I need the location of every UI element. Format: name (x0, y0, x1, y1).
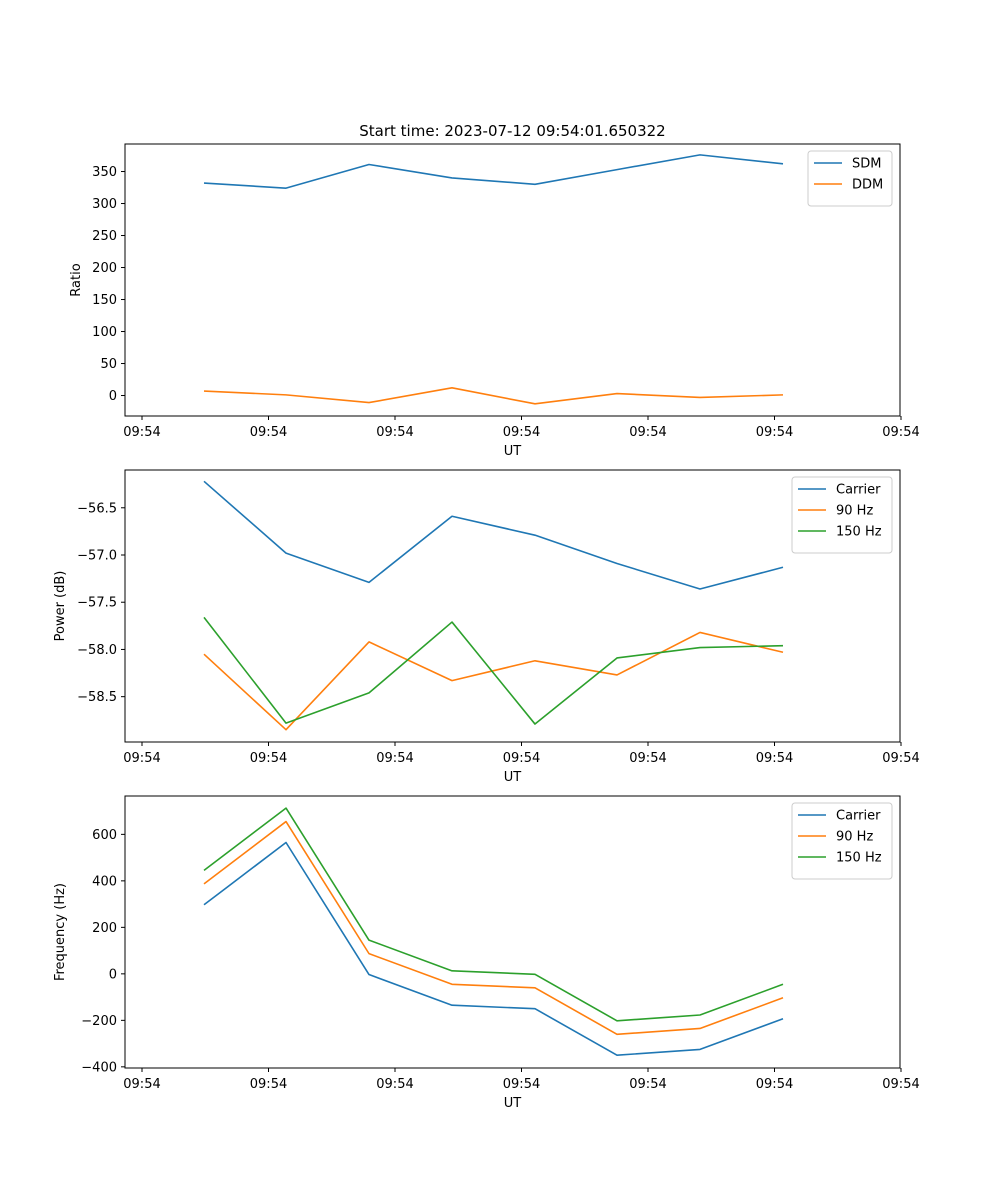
y-axis-label: Ratio (69, 263, 84, 296)
y-tick-label: 100 (92, 325, 117, 340)
series-line-ddm (203, 387, 784, 405)
series-line-carrier (203, 841, 784, 1057)
y-tick-label: −56.5 (77, 501, 117, 516)
x-tick-label: 09:54 (882, 1077, 919, 1092)
x-tick-label: 09:54 (376, 1077, 413, 1092)
x-tick-label: 09:54 (376, 751, 413, 766)
series-line-sdm (203, 154, 784, 189)
x-tick-label: 09:54 (756, 1077, 793, 1092)
legend-box (807, 150, 893, 207)
legend-label: 90 Hz (836, 504, 873, 519)
x-tick-label: 09:54 (756, 425, 793, 440)
y-tick-label: 300 (92, 197, 117, 212)
y-tick-label: −58.5 (77, 690, 117, 705)
x-tick-label: 09:54 (376, 425, 413, 440)
y-tick-label: 0 (109, 389, 117, 404)
x-tick-label: 09:54 (250, 751, 287, 766)
y-tick-label: −57.5 (77, 596, 117, 611)
legend-label: DDM (852, 178, 883, 193)
x-axis-label: UT (504, 1096, 522, 1111)
legend-label: 150 Hz (836, 851, 882, 866)
series-line-90-hz (203, 631, 784, 731)
series-line-150-hz (203, 807, 784, 1022)
y-tick-label: 200 (92, 921, 117, 936)
y-axis-label: Frequency (Hz) (53, 883, 68, 981)
y-tick-label: −57.0 (77, 549, 117, 564)
legend-label: Carrier (836, 809, 881, 824)
legend-label: 90 Hz (836, 830, 873, 845)
x-tick-label: 09:54 (123, 751, 160, 766)
legend-label: SDM (852, 157, 881, 172)
y-tick-label: −58.0 (77, 643, 117, 658)
series-line-carrier (203, 480, 784, 590)
axes-frame (124, 469, 901, 743)
x-tick-label: 09:54 (629, 1077, 666, 1092)
y-tick-label: 150 (92, 293, 117, 308)
chart-title: Start time: 2023-07-12 09:54:01.650322 (359, 122, 665, 140)
series-line-150-hz (203, 616, 784, 725)
x-tick-label: 09:54 (503, 751, 540, 766)
axes-frame (124, 795, 901, 1069)
x-tick-label: 09:54 (503, 425, 540, 440)
x-tick-label: 09:54 (250, 1077, 287, 1092)
y-tick-label: 200 (92, 261, 117, 276)
x-tick-label: 09:54 (123, 425, 160, 440)
x-axis-label: UT (504, 770, 522, 785)
series-line-90-hz (203, 820, 784, 1036)
x-tick-label: 09:54 (250, 425, 287, 440)
legend-box (791, 802, 893, 880)
y-tick-label: 400 (92, 874, 117, 889)
x-tick-label: 09:54 (756, 751, 793, 766)
legend-box (791, 476, 893, 554)
y-tick-label: −400 (81, 1060, 117, 1075)
y-tick-label: 50 (100, 357, 117, 372)
x-tick-label: 09:54 (629, 751, 666, 766)
y-tick-label: 350 (92, 165, 117, 180)
legend-label: Carrier (836, 483, 881, 498)
y-tick-label: 250 (92, 229, 117, 244)
x-tick-label: 09:54 (123, 1077, 160, 1092)
x-tick-label: 09:54 (503, 1077, 540, 1092)
y-tick-label: 0 (109, 967, 117, 982)
legend-label: 150 Hz (836, 525, 882, 540)
x-tick-label: 09:54 (882, 751, 919, 766)
axes-frame (124, 143, 901, 417)
y-tick-label: 600 (92, 828, 117, 843)
y-axis-label: Power (dB) (53, 571, 68, 642)
x-tick-label: 09:54 (629, 425, 666, 440)
x-axis-label: UT (504, 444, 522, 459)
y-tick-label: −200 (81, 1014, 117, 1029)
x-tick-label: 09:54 (882, 425, 919, 440)
